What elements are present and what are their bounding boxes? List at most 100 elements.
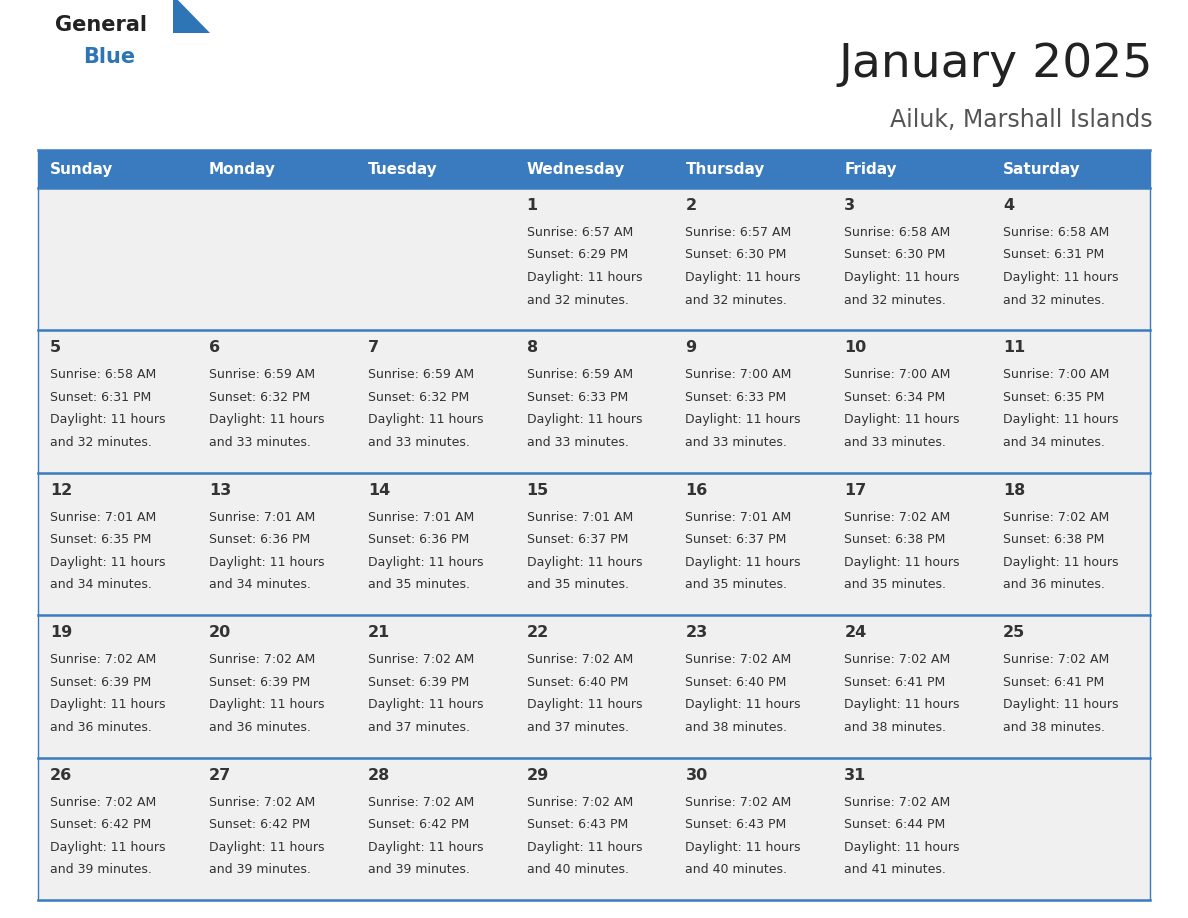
Text: and 32 minutes.: and 32 minutes. <box>1003 294 1105 307</box>
Text: Daylight: 11 hours: Daylight: 11 hours <box>368 841 484 854</box>
Text: and 39 minutes.: and 39 minutes. <box>368 863 469 876</box>
Text: Daylight: 11 hours: Daylight: 11 hours <box>526 699 642 711</box>
Text: Daylight: 11 hours: Daylight: 11 hours <box>1003 271 1119 284</box>
Text: Daylight: 11 hours: Daylight: 11 hours <box>526 555 642 569</box>
Text: 25: 25 <box>1003 625 1025 640</box>
Text: Sunrise: 7:02 AM: Sunrise: 7:02 AM <box>50 796 157 809</box>
Polygon shape <box>173 0 210 33</box>
Text: and 32 minutes.: and 32 minutes. <box>526 294 628 307</box>
Text: Sunset: 6:36 PM: Sunset: 6:36 PM <box>368 533 469 546</box>
Text: and 33 minutes.: and 33 minutes. <box>845 436 946 449</box>
Text: 28: 28 <box>368 767 390 783</box>
Text: Sunset: 6:39 PM: Sunset: 6:39 PM <box>209 676 310 688</box>
Bar <box>38 330 1150 473</box>
Text: Sunrise: 7:01 AM: Sunrise: 7:01 AM <box>209 510 315 524</box>
Text: Sunrise: 7:02 AM: Sunrise: 7:02 AM <box>368 796 474 809</box>
Text: Sunrise: 7:02 AM: Sunrise: 7:02 AM <box>845 654 950 666</box>
Text: Sunset: 6:44 PM: Sunset: 6:44 PM <box>845 818 946 831</box>
Text: 11: 11 <box>1003 341 1025 355</box>
Text: Sunset: 6:42 PM: Sunset: 6:42 PM <box>368 818 469 831</box>
Text: 17: 17 <box>845 483 866 498</box>
Text: Sunset: 6:37 PM: Sunset: 6:37 PM <box>685 533 786 546</box>
Text: Daylight: 11 hours: Daylight: 11 hours <box>50 699 165 711</box>
Text: Daylight: 11 hours: Daylight: 11 hours <box>368 699 484 711</box>
Text: and 33 minutes.: and 33 minutes. <box>526 436 628 449</box>
Text: Sunrise: 7:02 AM: Sunrise: 7:02 AM <box>1003 654 1110 666</box>
Text: Daylight: 11 hours: Daylight: 11 hours <box>526 271 642 284</box>
Text: 6: 6 <box>209 341 220 355</box>
Text: Daylight: 11 hours: Daylight: 11 hours <box>685 271 801 284</box>
Text: Sunset: 6:30 PM: Sunset: 6:30 PM <box>685 249 786 262</box>
Text: Daylight: 11 hours: Daylight: 11 hours <box>685 555 801 569</box>
Text: and 36 minutes.: and 36 minutes. <box>1003 578 1105 591</box>
Text: Sunrise: 7:01 AM: Sunrise: 7:01 AM <box>685 510 791 524</box>
Text: and 37 minutes.: and 37 minutes. <box>368 721 469 733</box>
Text: Friday: Friday <box>845 162 897 176</box>
Text: Daylight: 11 hours: Daylight: 11 hours <box>50 413 165 426</box>
Text: Sunrise: 7:00 AM: Sunrise: 7:00 AM <box>845 368 950 381</box>
Text: and 33 minutes.: and 33 minutes. <box>209 436 311 449</box>
Bar <box>38 757 1150 900</box>
Text: 5: 5 <box>50 341 61 355</box>
Text: January 2025: January 2025 <box>839 42 1154 87</box>
Text: and 37 minutes.: and 37 minutes. <box>526 721 628 733</box>
Text: Sunset: 6:35 PM: Sunset: 6:35 PM <box>1003 391 1105 404</box>
Text: Daylight: 11 hours: Daylight: 11 hours <box>209 413 324 426</box>
Text: Sunset: 6:33 PM: Sunset: 6:33 PM <box>526 391 627 404</box>
Text: Sunset: 6:40 PM: Sunset: 6:40 PM <box>685 676 786 688</box>
Text: 19: 19 <box>50 625 72 640</box>
Text: Sunrise: 6:58 AM: Sunrise: 6:58 AM <box>50 368 157 381</box>
Text: and 32 minutes.: and 32 minutes. <box>50 436 152 449</box>
Text: Sunrise: 7:01 AM: Sunrise: 7:01 AM <box>50 510 157 524</box>
Text: and 36 minutes.: and 36 minutes. <box>50 721 152 733</box>
Text: 29: 29 <box>526 767 549 783</box>
Text: Sunrise: 7:00 AM: Sunrise: 7:00 AM <box>1003 368 1110 381</box>
Text: Daylight: 11 hours: Daylight: 11 hours <box>685 413 801 426</box>
Text: Sunset: 6:34 PM: Sunset: 6:34 PM <box>845 391 946 404</box>
Text: Daylight: 11 hours: Daylight: 11 hours <box>1003 413 1119 426</box>
Text: Sunset: 6:29 PM: Sunset: 6:29 PM <box>526 249 627 262</box>
Text: Ailuk, Marshall Islands: Ailuk, Marshall Islands <box>890 108 1154 132</box>
Text: Daylight: 11 hours: Daylight: 11 hours <box>1003 699 1119 711</box>
Text: 21: 21 <box>368 625 390 640</box>
Text: Daylight: 11 hours: Daylight: 11 hours <box>526 841 642 854</box>
Text: Daylight: 11 hours: Daylight: 11 hours <box>845 413 960 426</box>
Text: and 36 minutes.: and 36 minutes. <box>209 721 311 733</box>
Text: Daylight: 11 hours: Daylight: 11 hours <box>685 841 801 854</box>
Text: Sunrise: 7:02 AM: Sunrise: 7:02 AM <box>1003 510 1110 524</box>
Text: Sunset: 6:41 PM: Sunset: 6:41 PM <box>845 676 946 688</box>
Text: Daylight: 11 hours: Daylight: 11 hours <box>50 555 165 569</box>
Text: Sunset: 6:37 PM: Sunset: 6:37 PM <box>526 533 628 546</box>
Text: Sunrise: 6:58 AM: Sunrise: 6:58 AM <box>845 226 950 239</box>
Text: and 34 minutes.: and 34 minutes. <box>1003 436 1105 449</box>
Text: Daylight: 11 hours: Daylight: 11 hours <box>1003 555 1119 569</box>
Text: and 35 minutes.: and 35 minutes. <box>368 578 469 591</box>
Text: Sunrise: 7:02 AM: Sunrise: 7:02 AM <box>50 654 157 666</box>
Text: Daylight: 11 hours: Daylight: 11 hours <box>209 841 324 854</box>
Text: and 41 minutes.: and 41 minutes. <box>845 863 946 876</box>
Text: Saturday: Saturday <box>1003 162 1081 176</box>
Text: Sunset: 6:33 PM: Sunset: 6:33 PM <box>685 391 786 404</box>
Text: Daylight: 11 hours: Daylight: 11 hours <box>845 555 960 569</box>
Text: Sunrise: 7:02 AM: Sunrise: 7:02 AM <box>845 510 950 524</box>
Text: 2: 2 <box>685 198 696 213</box>
Text: 13: 13 <box>209 483 232 498</box>
Text: Daylight: 11 hours: Daylight: 11 hours <box>845 271 960 284</box>
Text: and 33 minutes.: and 33 minutes. <box>368 436 469 449</box>
Text: 12: 12 <box>50 483 72 498</box>
Text: and 34 minutes.: and 34 minutes. <box>50 578 152 591</box>
Text: Monday: Monday <box>209 162 276 176</box>
Text: 26: 26 <box>50 767 72 783</box>
Text: Daylight: 11 hours: Daylight: 11 hours <box>845 841 960 854</box>
Text: Sunset: 6:39 PM: Sunset: 6:39 PM <box>50 676 151 688</box>
Text: Thursday: Thursday <box>685 162 765 176</box>
Text: Sunrise: 7:02 AM: Sunrise: 7:02 AM <box>209 654 315 666</box>
Text: Sunset: 6:35 PM: Sunset: 6:35 PM <box>50 533 151 546</box>
Bar <box>38 615 1150 757</box>
Text: Sunrise: 6:57 AM: Sunrise: 6:57 AM <box>526 226 633 239</box>
Bar <box>38 188 1150 330</box>
Text: Daylight: 11 hours: Daylight: 11 hours <box>209 699 324 711</box>
Text: Sunset: 6:42 PM: Sunset: 6:42 PM <box>50 818 151 831</box>
Text: Sunset: 6:38 PM: Sunset: 6:38 PM <box>1003 533 1105 546</box>
Text: Sunrise: 7:02 AM: Sunrise: 7:02 AM <box>526 796 633 809</box>
